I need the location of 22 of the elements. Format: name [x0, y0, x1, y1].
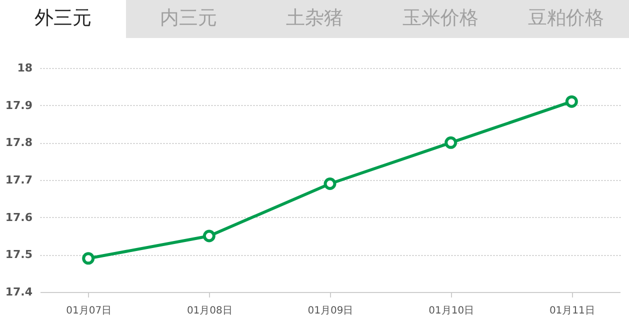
x-tick-label: 01月08日 [186, 306, 232, 316]
point [565, 95, 578, 108]
y-tick-label: 17.5 [5, 248, 32, 262]
text: 豆粕价格 [527, 6, 606, 31]
point [82, 252, 95, 265]
text: 内三元 [159, 6, 218, 31]
text: 土杂猪 [284, 6, 344, 31]
y-tick-label: 17.7 [5, 174, 32, 186]
y-tick-label: 17.4 [5, 286, 33, 298]
text: 外三元 [0, 0, 126, 38]
x-tick-label: 01月11日 [549, 306, 595, 316]
y-tick-label: 18 [17, 62, 32, 74]
y-tick-label: 17.6 [5, 210, 33, 224]
y-tick-label: 17.9 [5, 98, 32, 112]
point [202, 230, 216, 242]
point [324, 178, 336, 190]
text: 玉米价格 [401, 6, 480, 31]
x-tick-label: 01月09日 [308, 306, 354, 316]
x-tick-label: 01月10日 [428, 306, 474, 316]
y-tick-label: 17.8 [5, 136, 32, 150]
point [444, 136, 458, 149]
x-tick-label: 01月07日 [66, 306, 112, 316]
